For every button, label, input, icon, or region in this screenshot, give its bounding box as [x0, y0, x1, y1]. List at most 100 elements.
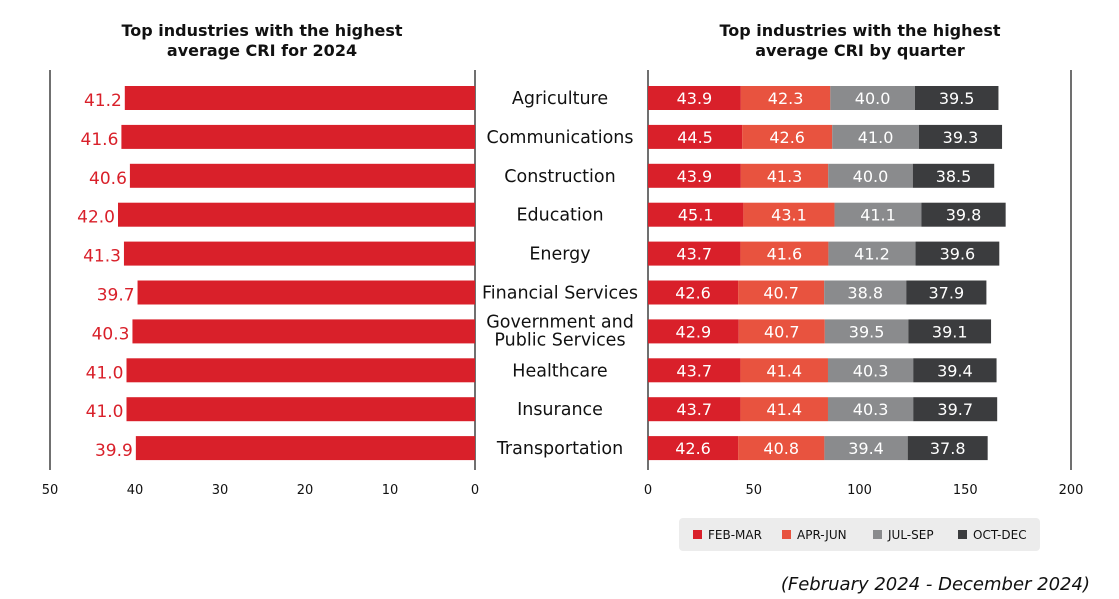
stacked-segment-value: 39.5	[849, 322, 885, 341]
left-bar-value: 42.0	[77, 208, 115, 228]
stacked-segment	[908, 319, 992, 344]
stacked-segment	[921, 202, 1006, 227]
stacked-segment-value: 41.6	[767, 245, 803, 264]
stacked-segment-value: 40.7	[764, 322, 800, 341]
legend-label: JUL-SEP	[887, 528, 934, 542]
stacked-segment	[913, 397, 998, 422]
stacked-segment	[743, 202, 835, 227]
left-bar-value: 41.6	[81, 130, 119, 150]
stacked-segment	[740, 163, 829, 188]
left-tick-label: 10	[382, 483, 399, 498]
left-bar-value: 39.7	[97, 286, 135, 306]
stacked-segment-value: 41.3	[767, 167, 803, 186]
left-bar	[132, 319, 475, 344]
stacked-segment-value: 42.6	[675, 284, 711, 303]
stacked-segment-value: 39.8	[946, 206, 982, 225]
stacked-segment-value: 39.7	[937, 400, 973, 419]
stacked-segment	[832, 124, 919, 149]
stacked-segment-value: 43.7	[676, 361, 712, 380]
stacked-segment	[740, 241, 829, 266]
legend-label: OCT-DEC	[973, 528, 1027, 542]
stacked-segment	[824, 436, 908, 461]
stacked-segment	[827, 358, 914, 383]
stacked-segment	[834, 202, 922, 227]
stacked-segment-value: 40.0	[855, 89, 891, 108]
stacked-segment	[648, 436, 739, 461]
stacked-segment	[738, 319, 825, 344]
left-tick-label: 30	[212, 483, 229, 498]
stacked-segment	[648, 280, 739, 305]
stacked-segment-value: 43.9	[677, 167, 713, 186]
stacked-segment	[648, 86, 741, 110]
stacked-segment-value: 43.9	[677, 89, 713, 108]
stacked-segment	[648, 124, 743, 149]
stacked-segment	[648, 163, 741, 188]
stacked-segment-value: 38.5	[936, 167, 972, 186]
left-bar	[129, 163, 475, 188]
right-axis: 0 50 100 150 200	[644, 70, 1084, 498]
stacked-segment-value: 42.9	[676, 322, 712, 341]
category-labels: Agriculture Communications Construction Edu…	[482, 89, 638, 459]
left-bar-value: 39.9	[95, 441, 133, 461]
stacked-segment	[824, 280, 907, 305]
stacked-segment	[648, 241, 741, 266]
stacked-segment-value: 42.6	[769, 128, 805, 147]
right-stacked-bars: 43.9 42.3 40.0 39.5 44.5 42.6 41.0 39.3 43.9 41.3…	[648, 86, 1006, 461]
stacked-segment	[914, 86, 999, 110]
left-bar-value: 41.2	[84, 91, 122, 111]
left-bar	[126, 358, 475, 383]
left-bar-value: 41.3	[83, 247, 121, 267]
stacked-segment	[828, 241, 916, 266]
stacked-segment-value: 39.6	[940, 245, 976, 264]
stacked-segment-value: 42.3	[768, 89, 804, 108]
stacked-segment-value: 43.7	[676, 400, 712, 419]
legend: FEB-MAR APR-JUN JUL-SEP OCT-DEC	[679, 518, 1040, 551]
stacked-segment	[824, 319, 909, 344]
stacked-segment-value: 37.9	[929, 284, 965, 303]
stacked-segment	[738, 280, 825, 305]
left-bar-value: 41.0	[86, 402, 124, 422]
left-title-line: average CRI for 2024	[167, 41, 357, 60]
category-label: Transportation	[496, 439, 623, 459]
stacked-segment	[828, 163, 913, 188]
left-bars: 41.2 41.6 40.6 42.0 41.3 39.7 40.3 41.0 41.0 39.9	[77, 86, 476, 461]
legend-swatch	[958, 530, 967, 539]
left-tick-label: 20	[297, 483, 314, 498]
stacked-segment	[648, 397, 741, 422]
category-label: Government and	[486, 312, 634, 332]
legend-label: FEB-MAR	[708, 528, 762, 542]
category-label: Communications	[486, 128, 633, 148]
category-label: Construction	[504, 167, 615, 187]
stacked-segment	[827, 397, 914, 422]
stacked-segment-value: 40.8	[763, 439, 799, 458]
stacked-segment	[906, 280, 987, 305]
category-label: Education	[516, 206, 603, 226]
category-label: Financial Services	[482, 284, 638, 304]
stacked-segment-value: 39.4	[937, 361, 973, 380]
category-label: Agriculture	[512, 89, 608, 109]
left-bar-value: 40.6	[89, 169, 127, 189]
stacked-segment-value: 43.7	[676, 245, 712, 264]
left-tick-label: 0	[471, 483, 479, 498]
left-bar	[124, 86, 476, 110]
left-tick-label: 50	[42, 483, 59, 498]
legend-box	[679, 518, 1040, 551]
stacked-segment	[915, 241, 1000, 266]
stacked-segment-value: 39.5	[939, 89, 975, 108]
left-bar	[137, 280, 476, 305]
stacked-segment-value: 41.2	[854, 245, 890, 264]
stacked-segment	[907, 436, 988, 461]
date-range-footnote: (February 2024 - December 2024)	[781, 574, 1090, 595]
stacked-segment	[648, 319, 739, 344]
right-tick-label: 50	[745, 483, 762, 498]
legend-swatch	[873, 530, 882, 539]
right-tick-label: 150	[953, 483, 978, 498]
stacked-segment-value: 40.3	[853, 400, 889, 419]
right-tick-label: 200	[1059, 483, 1084, 498]
left-tick-label: 40	[127, 483, 144, 498]
stacked-segment-value: 39.1	[932, 322, 968, 341]
category-label: Energy	[529, 245, 590, 265]
right-title-line: Top industries with the highest	[719, 21, 1000, 40]
legend-swatch	[782, 530, 791, 539]
